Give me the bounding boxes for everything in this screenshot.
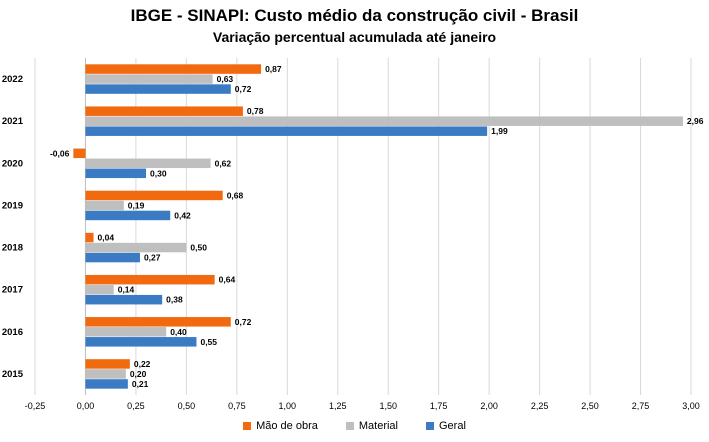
bar [85,369,126,379]
data-label: 0,62 [215,158,232,168]
data-label: 0,63 [217,74,234,84]
bar [85,274,215,285]
bar [85,317,231,327]
bar [85,327,167,337]
legend: Mão de obra Material Geral [0,420,709,432]
x-tick-label: 3,00 [682,401,700,411]
data-label: 0,40 [170,327,187,337]
data-label: 0,04 [98,233,115,243]
x-tick-label: 1,75 [430,401,448,411]
bar [85,359,130,369]
legend-swatch-mao-de-obra [243,422,252,430]
x-tick-label: 2,50 [581,401,599,411]
x-tick-label: 0,50 [178,401,196,411]
data-label: 0,20 [130,369,147,379]
data-label: -0,06 [50,148,70,158]
bar [85,210,171,221]
data-label: 0,14 [118,285,135,295]
bar [85,84,231,94]
data-label: 0,19 [128,200,145,210]
category-label: 2015 [2,369,24,380]
bar [85,168,147,179]
legend-item-geral: Geral [425,420,466,432]
data-label: 0,78 [247,106,264,116]
bar [85,242,187,253]
category-label: 2021 [2,116,24,127]
data-label: 0,50 [190,243,207,253]
data-label: 0,68 [227,190,244,200]
bar [85,200,124,211]
x-tick-label: 1,00 [279,401,297,411]
data-label: 0,55 [200,337,217,347]
legend-item-mao-de-obra: Mão de obra [243,420,318,432]
x-tick-label: 2,75 [632,401,650,411]
x-tick-label: 2,25 [531,401,549,411]
bar [85,158,211,169]
chart-title: IBGE - SINAPI: Custo médio da construção… [130,6,579,25]
category-label: 2019 [2,200,23,211]
data-label: 0,38 [166,295,183,305]
legend-label-geral: Geral [438,420,466,432]
bar [85,106,243,116]
data-label: 0,42 [174,210,191,220]
data-label: 0,72 [235,317,252,327]
x-tick-label: 0,00 [77,401,95,411]
data-label: 1,99 [491,126,508,136]
x-tick-label: 2,00 [480,401,498,411]
data-label: 2,96 [687,116,704,126]
x-tick-label: -0,25 [25,401,46,411]
bar [85,284,114,295]
legend-item-material: Material [345,420,398,432]
data-label: 0,87 [265,64,282,74]
x-tick-label: 0,25 [127,401,145,411]
bar [73,148,86,159]
category-label: 2022 [2,74,23,85]
bar [85,379,128,389]
data-label: 0,22 [134,359,151,369]
bar [85,64,262,74]
bar [85,232,94,243]
category-label: 2020 [2,158,23,169]
bar [85,74,213,84]
bar [85,337,197,347]
legend-swatch-material [345,422,354,430]
data-label: 0,72 [235,84,252,94]
category-label: 2016 [2,327,23,338]
data-label: 0,64 [219,275,236,285]
bar [85,294,163,305]
category-label: 2017 [2,285,23,296]
bar [85,252,140,263]
x-tick-label: 1,25 [329,401,347,411]
data-label: 0,30 [150,168,167,178]
category-label: 2018 [2,243,23,254]
legend-label-mao-de-obra: Mão de obra [256,420,318,432]
x-tick-label: 1,50 [379,401,397,411]
chart-subtitle: Variação percentual acumulada até janeir… [212,29,497,45]
bar [85,190,223,201]
bar [85,126,488,136]
data-label: 0,27 [144,253,161,263]
bar [85,116,683,126]
x-tick-label: 0,75 [228,401,246,411]
data-label: 0,21 [132,379,149,389]
legend-swatch-geral [425,422,434,430]
legend-label-material: Material [358,420,398,432]
